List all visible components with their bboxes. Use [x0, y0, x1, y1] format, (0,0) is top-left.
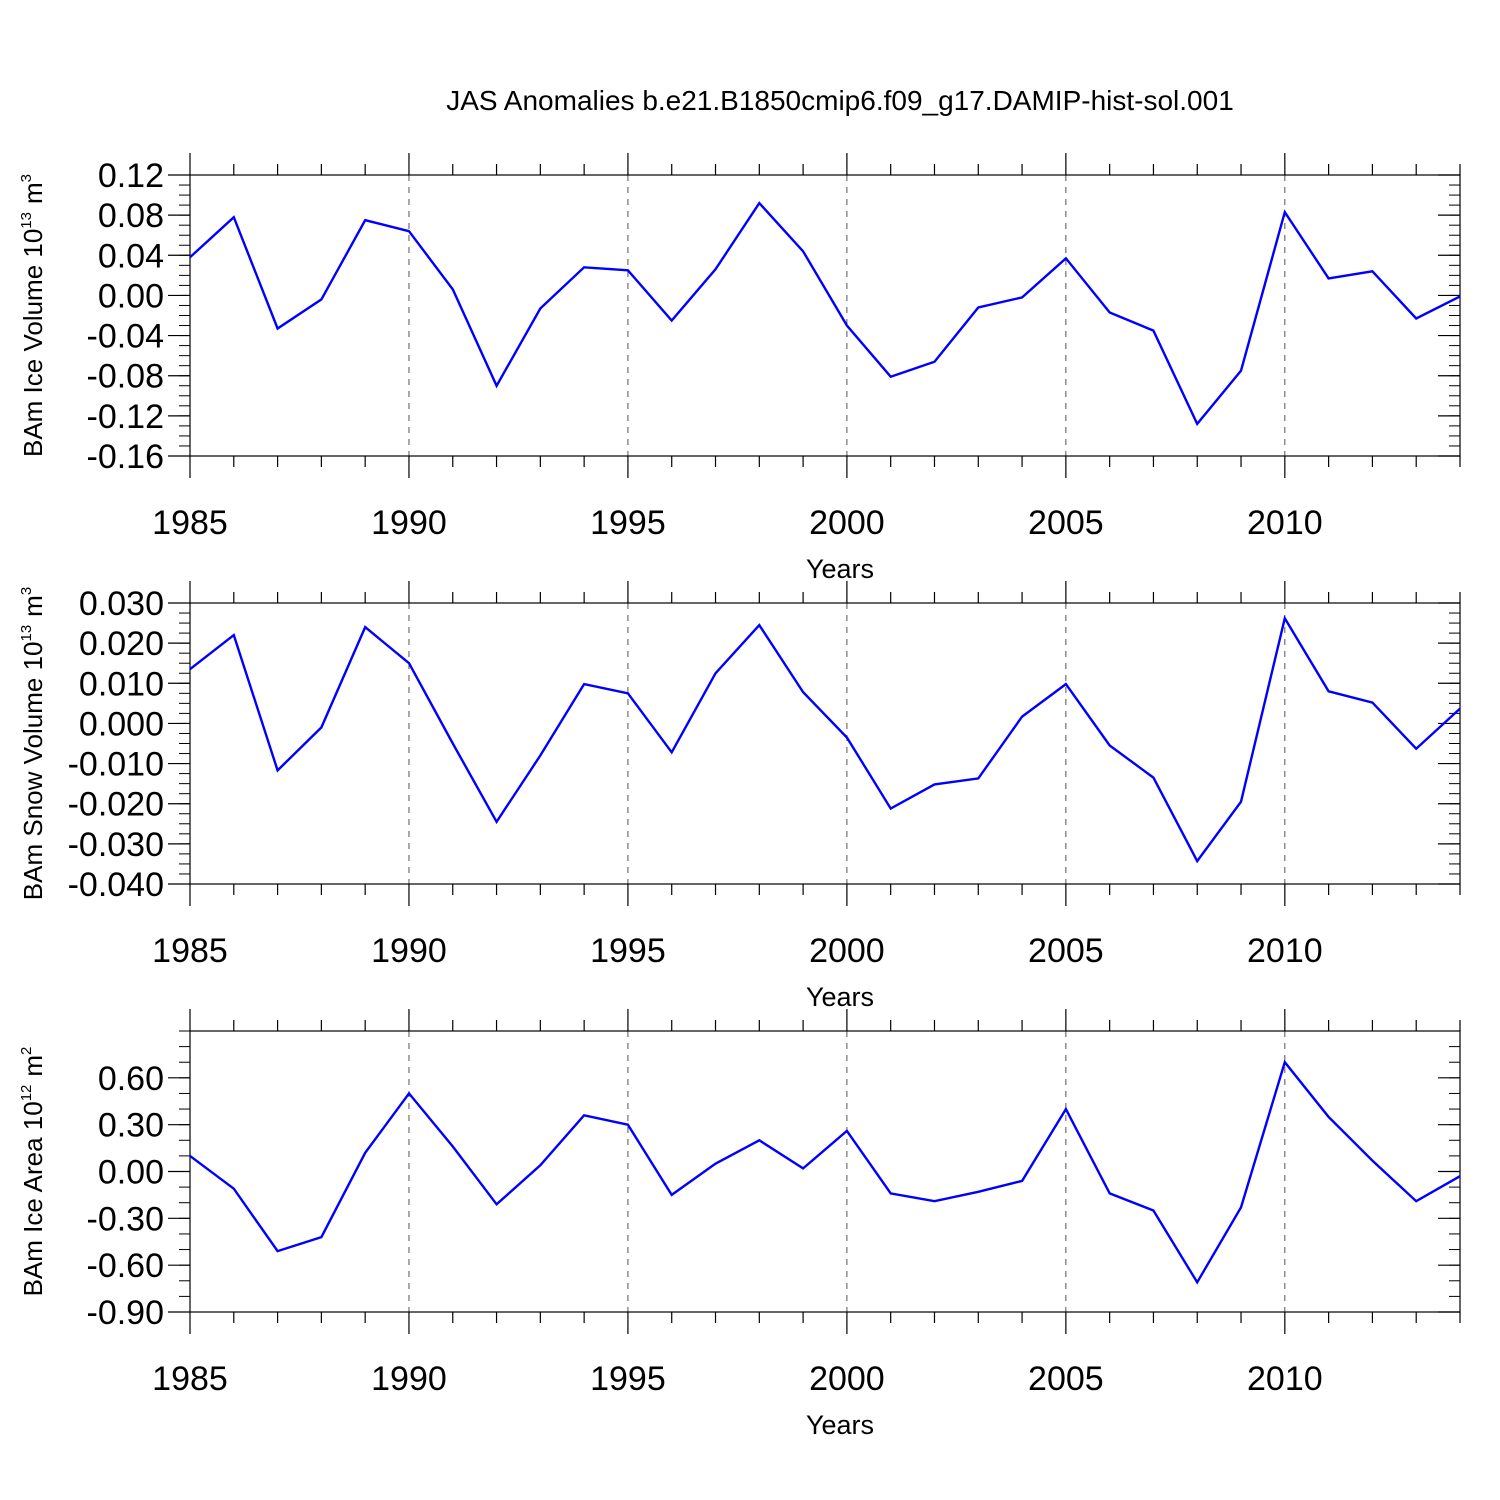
x-tick-label: 1995 [590, 1360, 666, 1398]
y-axis-title-text: BAm Ice Volume 10 [18, 229, 48, 457]
x-tick-label: 2005 [1028, 932, 1104, 970]
y-tick-label: -0.020 [68, 786, 164, 824]
y-axis-title-unit: m [18, 595, 48, 617]
y-tick-label: 0.030 [79, 585, 164, 623]
chart-panel-2: 1985 1990 1995 2000 2005 2010Years0.0300.0200… [18, 581, 1461, 1012]
x-axis-title: Years [806, 1410, 874, 1440]
y-tick-label: 0.020 [79, 625, 164, 663]
y-tick-label: -0.040 [68, 866, 164, 904]
x-tick-label: 1990 [371, 1360, 447, 1398]
x-tick-label: 1990 [371, 932, 447, 970]
y-axis-title-text: BAm Ice Area 10 [18, 1101, 48, 1296]
y-axis-title-unit: m [18, 1055, 48, 1077]
y-tick-label: 0.60 [98, 1060, 164, 1098]
y-axis-title-exponent: 13 [18, 212, 35, 229]
y-axis-title-exponent: 12 [18, 1085, 35, 1102]
x-tick-label: 2000 [809, 1360, 885, 1398]
x-axis-title: Years [806, 554, 874, 584]
x-tick-label: 2010 [1247, 1360, 1323, 1398]
plot-frame [189, 602, 1461, 885]
y-axis-title-text: BAm Snow Volume 10 [18, 642, 48, 901]
y-tick-label: 0.12 [98, 157, 164, 195]
y-tick-label: -0.12 [87, 398, 165, 436]
y-tick-label: -0.030 [68, 826, 164, 864]
chart-panel-1: JAS Anomalies b.e21.B1850cmip6.f09_g17.D… [18, 85, 1461, 584]
x-axis-title: Years [806, 982, 874, 1012]
x-tick-label: 2005 [1028, 504, 1104, 542]
series-line-1 [189, 201, 1461, 427]
y-tick-label: -0.16 [87, 438, 165, 476]
x-tick-label: 1995 [590, 504, 666, 542]
chart-panel-3: 1985 1990 1995 2000 2005 2010 Years 0.60 0.30 0.0… [18, 1009, 1461, 1440]
y-tick-label: 0.04 [98, 237, 164, 275]
y-axis-title: BAm Ice Volume 1013 m3 [18, 174, 48, 457]
x-tick-label: 1995 [590, 932, 666, 970]
y-tick-label: -0.90 [87, 1294, 165, 1332]
y-tick-label: 0.30 [98, 1107, 164, 1145]
x-tick-label: 2000 [809, 932, 885, 970]
plot-frame [189, 174, 1461, 457]
y-axis-title: BAm Snow Volume 1013 m3 [18, 587, 48, 900]
y-tick-label: 0.010 [79, 665, 164, 703]
y-tick-label: -0.04 [87, 318, 165, 356]
x-tick-label: 1985 [152, 932, 228, 970]
y-tick-label: 0.08 [98, 197, 164, 235]
x-tick-label: 2010 [1247, 932, 1323, 970]
y-tick-label: -0.30 [87, 1200, 165, 1238]
x-tick-label: 2010 [1247, 504, 1323, 542]
y-tick-label: -0.08 [87, 358, 165, 396]
series-line-1 [189, 615, 1461, 864]
y-axis-title-unit-exponent: 3 [18, 174, 35, 182]
chart-title: JAS Anomalies b.e21.B1850cmip6.f09_g17.D… [446, 85, 1234, 116]
x-tick-label: 2005 [1028, 1360, 1104, 1398]
y-tick-label: 0.000 [79, 705, 164, 743]
series-line-1 [189, 1059, 1461, 1285]
y-axis-title-unit-exponent: 3 [18, 587, 35, 595]
y-tick-label: -0.60 [87, 1247, 165, 1285]
x-tick-label: 1985 [152, 1360, 228, 1398]
y-tick-label: 0.00 [98, 1154, 164, 1192]
y-tick-label: -0.010 [68, 746, 164, 784]
y-tick-label: 0.00 [98, 277, 164, 315]
y-axis-title-exponent: 13 [18, 625, 35, 642]
x-tick-label: 1990 [371, 504, 447, 542]
x-tick-label: 1985 [152, 504, 228, 542]
x-tick-label: 2000 [809, 504, 885, 542]
y-axis-title-unit: m [18, 182, 48, 204]
y-axis-title: BAm Ice Area 1012 m2 [18, 1047, 48, 1297]
y-axis-title-unit-exponent: 2 [18, 1047, 35, 1055]
plot-frame [189, 1030, 1461, 1313]
